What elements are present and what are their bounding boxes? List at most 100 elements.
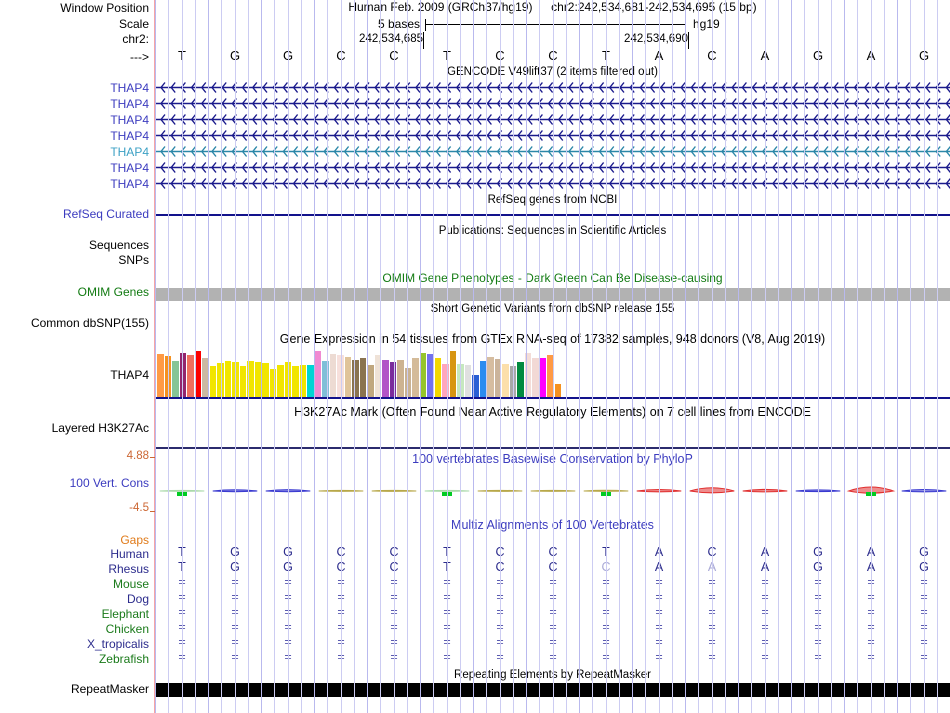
gtex-tissue-bar[interactable] bbox=[359, 358, 367, 397]
gtex-tissue-bar[interactable] bbox=[329, 354, 337, 397]
gtex-tissue-bar[interactable] bbox=[479, 361, 487, 397]
label-species-elephant[interactable]: Elephant bbox=[101, 607, 149, 621]
label-gtex-thap4[interactable]: THAP4 bbox=[110, 368, 149, 382]
gtex-tissue-bar[interactable] bbox=[374, 355, 382, 397]
label-gencode-item-4[interactable]: THAP4 bbox=[110, 145, 149, 159]
grid-line bbox=[738, 0, 739, 713]
gencode-gene-row[interactable] bbox=[155, 177, 950, 190]
label-species-dog[interactable]: Dog bbox=[126, 592, 149, 606]
grid-line bbox=[672, 0, 673, 713]
grid-line bbox=[500, 0, 501, 713]
grid-line bbox=[751, 0, 752, 713]
grid-line bbox=[698, 0, 699, 713]
gtex-tissue-bar[interactable] bbox=[464, 365, 472, 397]
db-text: hg19 bbox=[693, 17, 720, 31]
gtex-tissue-bar[interactable] bbox=[172, 361, 179, 397]
gtex-tissue-bar[interactable] bbox=[554, 384, 562, 397]
gtex-tissue-bar[interactable] bbox=[254, 362, 262, 397]
gtex-tissue-bar[interactable] bbox=[517, 362, 524, 397]
gtex-tissue-bar[interactable] bbox=[502, 364, 509, 397]
gtex-tissue-bar[interactable] bbox=[524, 353, 532, 397]
label-gencode-item-0[interactable]: THAP4 bbox=[110, 81, 149, 95]
label-omim-genes[interactable]: OMIM Genes bbox=[77, 285, 149, 299]
gtex-tissue-bar[interactable] bbox=[284, 362, 292, 397]
label-gencode-item-6[interactable]: THAP4 bbox=[110, 177, 149, 191]
gtex-tissue-bar[interactable] bbox=[442, 364, 449, 397]
gtex-tissue-bar[interactable] bbox=[292, 366, 299, 397]
base-letter: A bbox=[755, 48, 775, 63]
gtex-tissue-bar[interactable] bbox=[337, 355, 344, 397]
label-gencode-item-3[interactable]: THAP4 bbox=[110, 129, 149, 143]
label-species-chicken[interactable]: Chicken bbox=[105, 622, 149, 636]
gtex-tissue-bar[interactable] bbox=[389, 362, 397, 397]
gencode-gene-rows[interactable] bbox=[155, 81, 950, 193]
gtex-tissue-bar[interactable] bbox=[367, 365, 374, 397]
label-species-rhesus[interactable]: Rhesus bbox=[108, 562, 149, 576]
gtex-tissue-bar[interactable] bbox=[202, 358, 209, 397]
label-repeatmasker[interactable]: RepeatMasker bbox=[70, 682, 149, 696]
gtex-tissue-bar[interactable] bbox=[547, 355, 554, 397]
grid-line bbox=[261, 0, 262, 713]
gtex-tissue-bar[interactable] bbox=[239, 366, 247, 397]
gtex-tissue-bar[interactable] bbox=[262, 363, 269, 397]
grid-line bbox=[248, 0, 249, 713]
gtex-tissue-bar[interactable] bbox=[397, 360, 404, 397]
gtex-tissue-bar[interactable] bbox=[352, 360, 359, 397]
gtex-tissue-bar[interactable] bbox=[419, 353, 427, 397]
gtex-tissue-bar[interactable] bbox=[299, 365, 307, 397]
gene-strand-arrows bbox=[155, 82, 950, 93]
gtex-tissue-bar[interactable] bbox=[382, 360, 389, 397]
gtex-tissue-bar[interactable] bbox=[194, 351, 202, 397]
label-gencode-item-5[interactable]: THAP4 bbox=[110, 161, 149, 175]
gtex-tissue-bar[interactable] bbox=[217, 363, 224, 397]
grid-line bbox=[486, 0, 487, 713]
gtex-tissue-bar[interactable] bbox=[532, 358, 539, 397]
gtex-tissue-bar[interactable] bbox=[157, 354, 164, 397]
gtex-tissue-bar[interactable] bbox=[277, 365, 284, 397]
gencode-gene-row[interactable] bbox=[155, 81, 950, 94]
label-100-vert-cons[interactable]: 100 Vert. Cons bbox=[69, 476, 149, 490]
grid-line bbox=[314, 0, 315, 713]
gtex-bar-chart[interactable] bbox=[155, 351, 950, 397]
gtex-tissue-bar[interactable] bbox=[314, 351, 322, 397]
base-letter: C bbox=[490, 48, 510, 63]
label-species-human[interactable]: Human bbox=[110, 547, 149, 561]
gtex-tissue-bar[interactable] bbox=[224, 361, 232, 397]
grid-line bbox=[592, 0, 593, 713]
gtex-tissue-bar[interactable] bbox=[539, 358, 547, 397]
label-refseq-curated[interactable]: RefSeq Curated bbox=[62, 207, 149, 221]
gtex-tissue-bar[interactable] bbox=[487, 357, 494, 397]
gtex-tissue-bar[interactable] bbox=[209, 366, 217, 397]
gtex-tissue-bar[interactable] bbox=[412, 358, 419, 397]
label-publications-snps[interactable]: SNPs bbox=[118, 253, 149, 267]
gtex-tissue-bar[interactable] bbox=[494, 359, 502, 397]
grid-line bbox=[513, 0, 514, 713]
label-publications-sequences[interactable]: Sequences bbox=[88, 238, 149, 252]
label-gencode-item-1[interactable]: THAP4 bbox=[110, 97, 149, 111]
gtex-tissue-bar[interactable] bbox=[427, 354, 434, 397]
label-gencode-item-2[interactable]: THAP4 bbox=[110, 113, 149, 127]
label-common-dbsnp[interactable]: Common dbSNP(155) bbox=[30, 316, 149, 330]
gtex-tissue-bar[interactable] bbox=[307, 365, 314, 397]
label-species-mouse[interactable]: Mouse bbox=[112, 577, 149, 591]
gtex-tissue-bar[interactable] bbox=[344, 357, 352, 397]
gtex-tissue-bar[interactable] bbox=[322, 361, 329, 397]
gencode-gene-row[interactable] bbox=[155, 129, 950, 142]
label-layered-h3k27ac[interactable]: Layered H3K27Ac bbox=[51, 421, 149, 435]
refseq-curated-bar[interactable] bbox=[155, 214, 950, 216]
label-multiz-gaps[interactable]: Gaps bbox=[120, 533, 149, 547]
coord-left-label: 242,534,685 bbox=[359, 33, 423, 45]
gtex-tissue-bar[interactable] bbox=[509, 366, 517, 397]
label-species-x-tropicalis[interactable]: X_tropicalis bbox=[86, 637, 149, 651]
gtex-tissue-bar[interactable] bbox=[164, 356, 172, 397]
gtex-tissue-bar[interactable] bbox=[247, 361, 254, 397]
grid-line bbox=[367, 0, 368, 713]
gtex-tissue-bar[interactable] bbox=[269, 369, 277, 397]
gtex-tissue-bar[interactable] bbox=[449, 351, 457, 397]
gtex-tissue-bar[interactable] bbox=[472, 375, 479, 397]
label-species-zebrafish[interactable]: Zebrafish bbox=[98, 652, 149, 666]
gtex-tissue-bar[interactable] bbox=[187, 355, 194, 397]
gtex-tissue-bar[interactable] bbox=[434, 358, 442, 397]
label-chrom: chr2: bbox=[122, 32, 149, 46]
